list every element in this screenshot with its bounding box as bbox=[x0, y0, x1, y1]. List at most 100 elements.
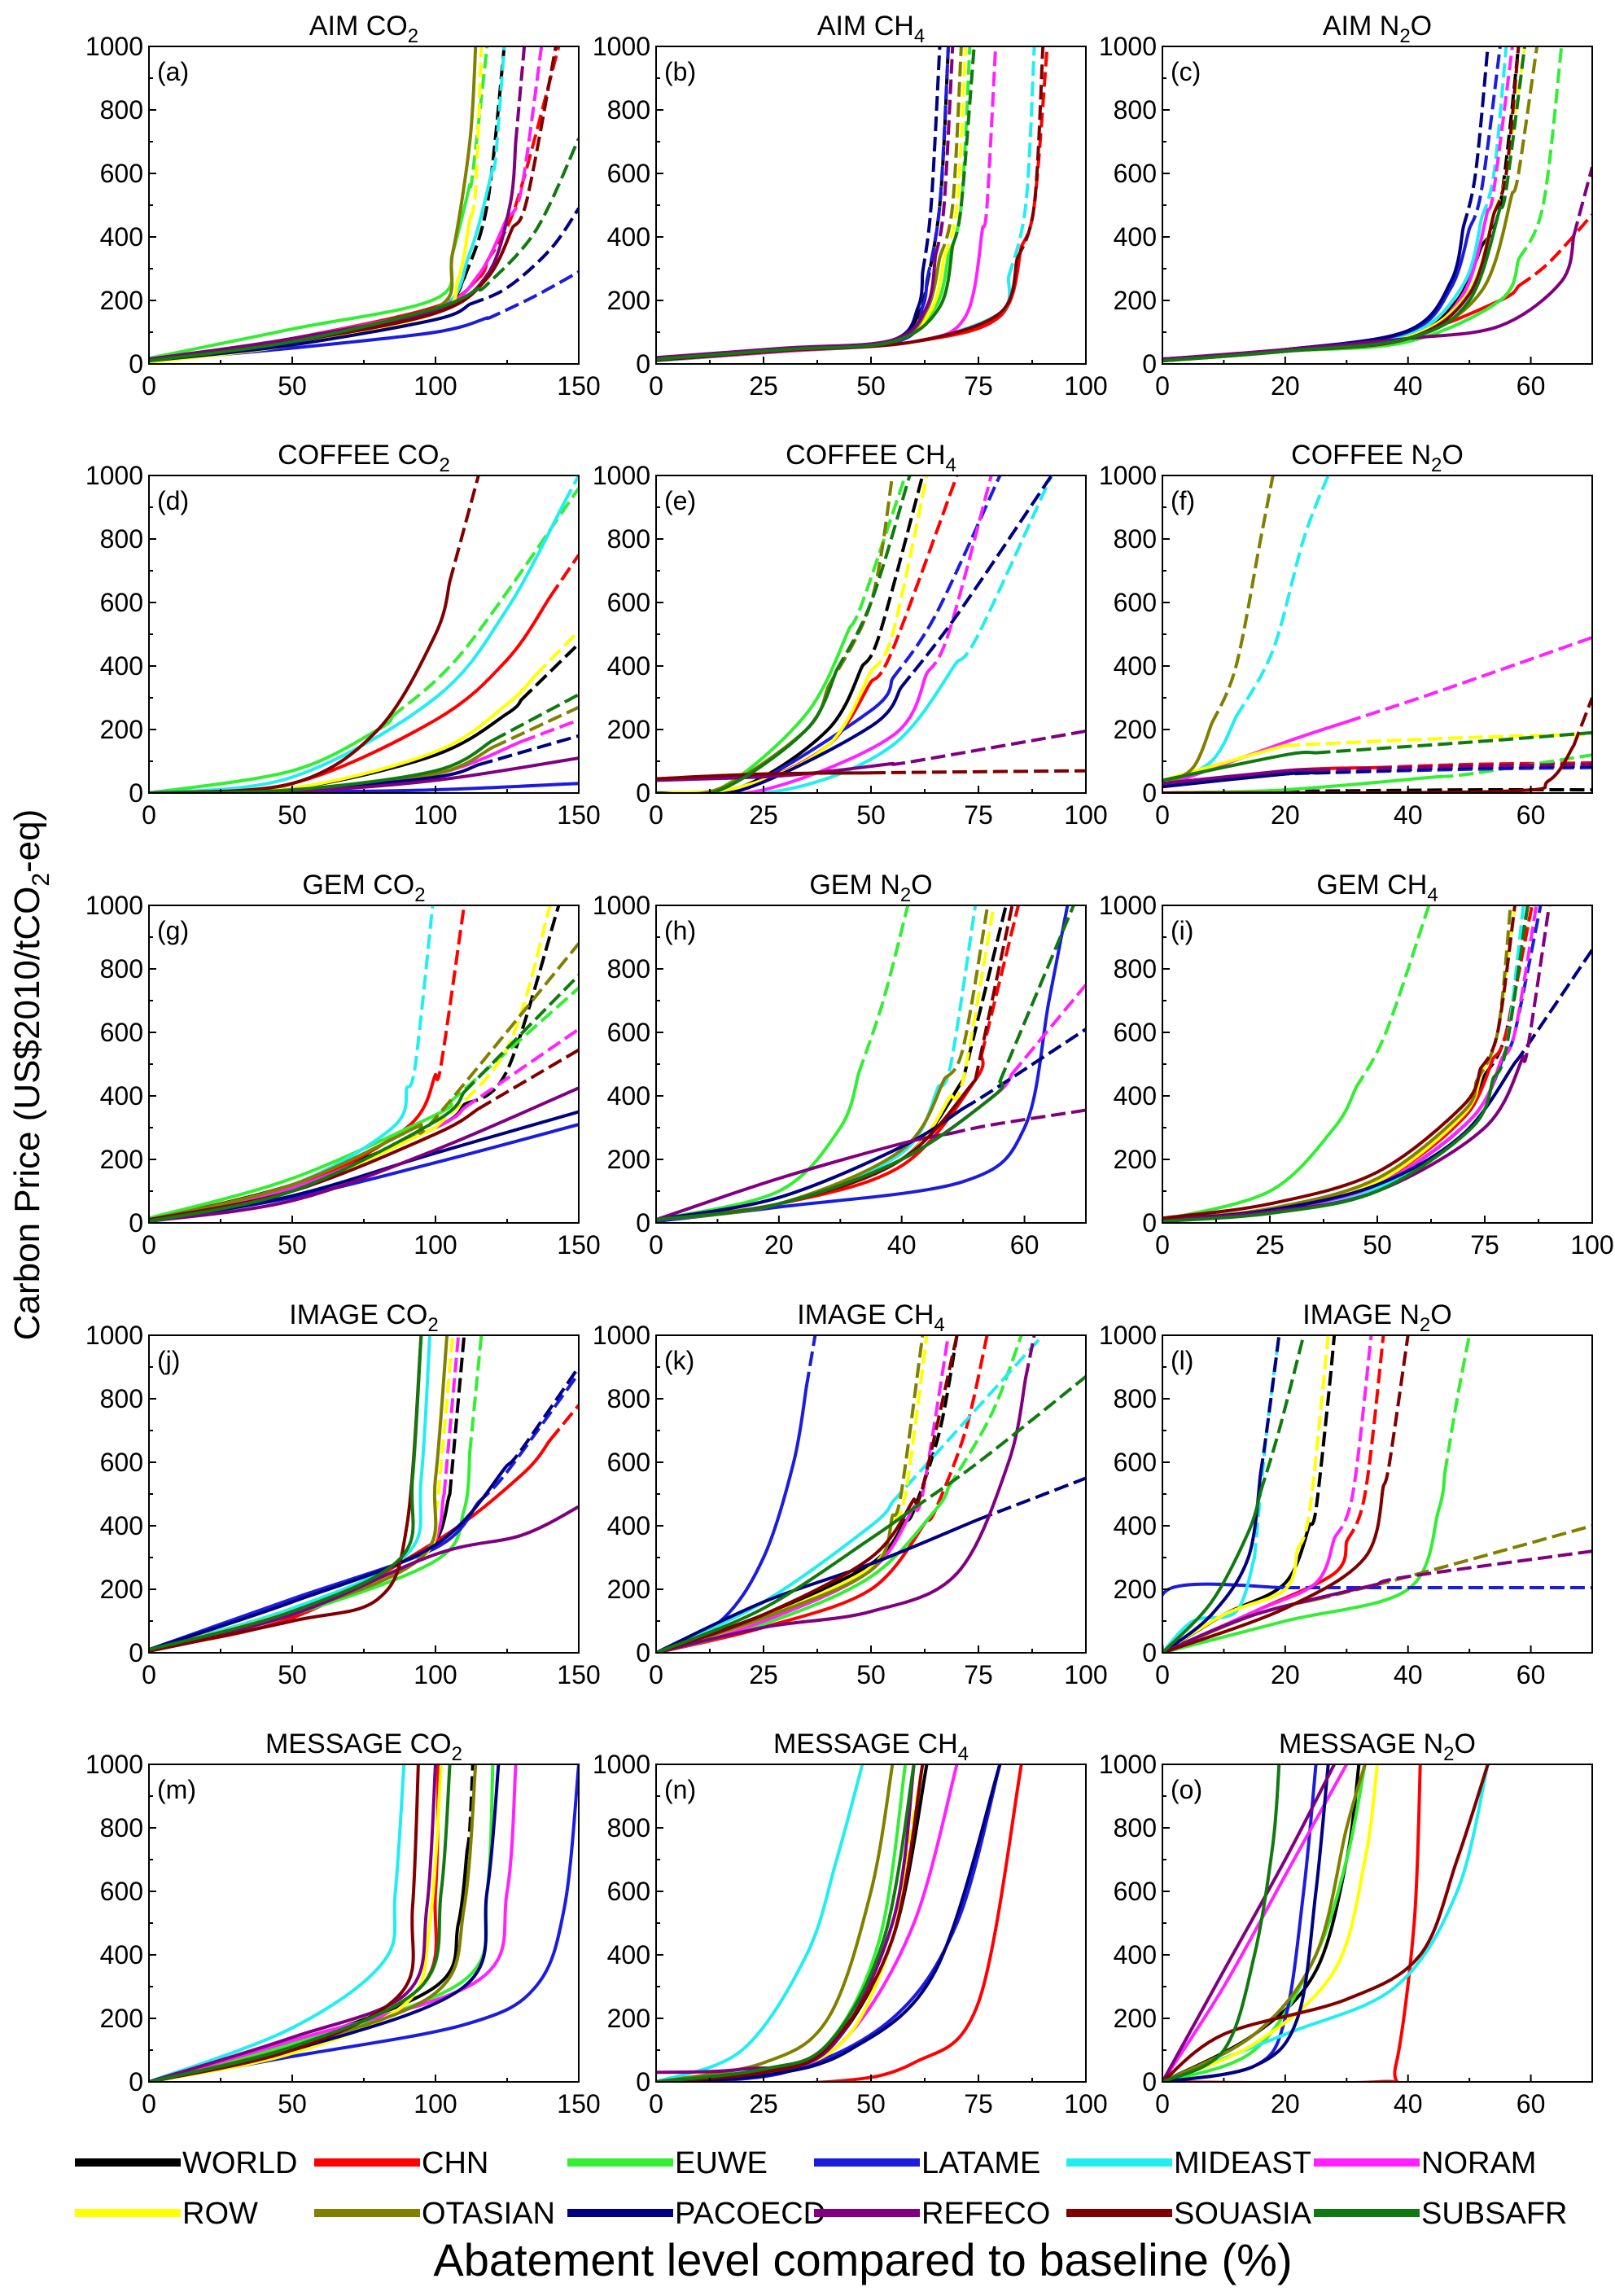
series-pacoecd-dashed bbox=[478, 734, 579, 767]
y-tick-label: 1000 bbox=[85, 1750, 143, 1779]
series-euwe-dashed bbox=[947, 1335, 1023, 1489]
x-tick-label: 50 bbox=[278, 2089, 307, 2119]
x-tick-label: 0 bbox=[649, 1230, 663, 1260]
series-noram-dashed bbox=[506, 46, 544, 219]
y-tick-label: 1000 bbox=[85, 461, 143, 490]
y-tick-label: 200 bbox=[607, 715, 650, 744]
series-subsafr bbox=[1162, 1764, 1281, 2082]
y-tick-label: 400 bbox=[607, 1511, 650, 1540]
y-tick-label: 800 bbox=[1114, 524, 1157, 554]
series-subsafr bbox=[656, 1080, 1004, 1222]
x-tick-label: 50 bbox=[1363, 1230, 1392, 1260]
y-tick-label: 600 bbox=[100, 1877, 143, 1906]
y-tick-label: 600 bbox=[607, 159, 650, 188]
y-tick-label: 800 bbox=[1114, 954, 1157, 984]
series-souasia-dashed bbox=[1015, 46, 1045, 260]
series-row-dashed bbox=[434, 905, 552, 1129]
y-tick-label: 200 bbox=[1114, 286, 1157, 315]
series-mideast bbox=[656, 1500, 895, 1653]
y-tick-label: 200 bbox=[100, 286, 143, 315]
x-tick-label: 75 bbox=[964, 2089, 993, 2119]
series-souasia bbox=[1162, 1764, 1490, 2082]
y-tick-label: 400 bbox=[1114, 1511, 1157, 1540]
legend-item-pacoecd: PACOECD bbox=[567, 2197, 825, 2231]
y-tick-label: 1000 bbox=[1099, 891, 1157, 920]
panel-title: IMAGE N2O bbox=[1302, 1299, 1451, 1336]
series-world-dashed bbox=[961, 905, 1008, 1080]
legend-item-subsafr: SUBSAFR bbox=[1314, 2197, 1567, 2231]
y-tick-label: 0 bbox=[1142, 1208, 1157, 1238]
series-mideast bbox=[656, 1764, 864, 2082]
y-tick-label: 200 bbox=[100, 2004, 143, 2033]
panel-title: MESSAGE CO2 bbox=[265, 1729, 462, 1765]
series-subsafr bbox=[1162, 1076, 1495, 1223]
x-tick-label: 0 bbox=[1155, 2089, 1170, 2119]
series-euwe-dashed bbox=[1438, 753, 1592, 778]
legend-item-souasia: SOUASIA bbox=[1066, 2197, 1312, 2231]
series-euwe-dashed bbox=[857, 905, 910, 1074]
panel-title: GEM CH4 bbox=[1316, 870, 1438, 906]
series-otasian-dashed bbox=[1510, 46, 1539, 194]
series-group bbox=[149, 905, 579, 1223]
x-tick-label: 25 bbox=[749, 1660, 778, 1689]
series-refeco bbox=[656, 1764, 916, 2075]
x-tick-label: 50 bbox=[856, 2089, 886, 2119]
series-group bbox=[149, 1335, 579, 1653]
x-tick-label: 0 bbox=[1155, 800, 1170, 830]
series-subsafr bbox=[1162, 206, 1502, 363]
series-euwe bbox=[656, 626, 851, 793]
legend-label: NORAM bbox=[1421, 2146, 1536, 2180]
series-otasian bbox=[656, 1764, 895, 2082]
y-tick-label: 400 bbox=[607, 651, 650, 681]
panel-title: COFFEE CO2 bbox=[278, 440, 450, 476]
y-tick-label: 600 bbox=[100, 1448, 143, 1477]
x-tick-label: 75 bbox=[964, 800, 993, 830]
y-tick-label: 0 bbox=[1142, 2067, 1157, 2097]
x-tick-label: 100 bbox=[414, 371, 457, 401]
panel-title: GEM CO2 bbox=[302, 870, 425, 906]
legend-item-noram: NORAM bbox=[1314, 2146, 1536, 2180]
series-otasian bbox=[149, 1335, 449, 1652]
legend-item-refeco: REFECO bbox=[814, 2197, 1050, 2231]
series-chn-dashed bbox=[1345, 1335, 1385, 1543]
series-chn bbox=[149, 1438, 552, 1652]
series-chn-dashed bbox=[1517, 213, 1592, 288]
series-souasia bbox=[656, 1497, 916, 1653]
y-tick-label: 200 bbox=[100, 715, 143, 744]
y-tick-label: 600 bbox=[607, 588, 650, 617]
x-axis-label: Abatement level compared to baseline (%) bbox=[433, 2234, 1292, 2285]
x-tick-label: 0 bbox=[1155, 371, 1170, 401]
y-tick-label: 400 bbox=[100, 1511, 143, 1540]
legend: WORLD CHN EUWE LATAME MIDEAST NORAM ROW OTASIAN… bbox=[75, 2146, 1567, 2231]
x-tick-label: 0 bbox=[142, 371, 156, 401]
y-tick-label: 800 bbox=[1114, 1384, 1157, 1413]
series-mideast-dashed bbox=[405, 905, 435, 1089]
x-tick-label: 0 bbox=[649, 371, 663, 401]
y-tick-label: 0 bbox=[636, 1208, 650, 1238]
series-refeco-dashed bbox=[891, 730, 1086, 766]
series-noram bbox=[149, 1764, 518, 2082]
x-tick-label: 20 bbox=[764, 1230, 794, 1260]
panel-title: GEM N2O bbox=[809, 870, 932, 906]
series-chn-dashed bbox=[869, 475, 959, 683]
series-souasia-dashed bbox=[1478, 905, 1517, 1070]
series-group bbox=[1162, 1335, 1592, 1653]
panel-letter: (m) bbox=[157, 1775, 196, 1804]
panel-title: COFFEE N2O bbox=[1291, 440, 1464, 476]
series-mideast-dashed bbox=[956, 475, 1053, 664]
x-tick-label: 20 bbox=[1271, 800, 1300, 830]
y-tick-label: 200 bbox=[1114, 715, 1157, 744]
series-latame bbox=[656, 677, 895, 793]
series-euwe bbox=[149, 1100, 453, 1220]
x-tick-label: 0 bbox=[649, 2089, 663, 2119]
y-tick-label: 1000 bbox=[593, 1321, 650, 1350]
x-tick-label: 0 bbox=[142, 800, 156, 830]
series-subsafr-dashed bbox=[1258, 1335, 1306, 1492]
series-souasia-dashed bbox=[912, 1335, 959, 1505]
series-subsafr bbox=[656, 668, 838, 793]
series-chn-dashed bbox=[979, 905, 1020, 1056]
series-world-dashed bbox=[462, 905, 561, 1106]
x-tick-label: 60 bbox=[1010, 1230, 1039, 1260]
series-group bbox=[1162, 905, 1592, 1223]
